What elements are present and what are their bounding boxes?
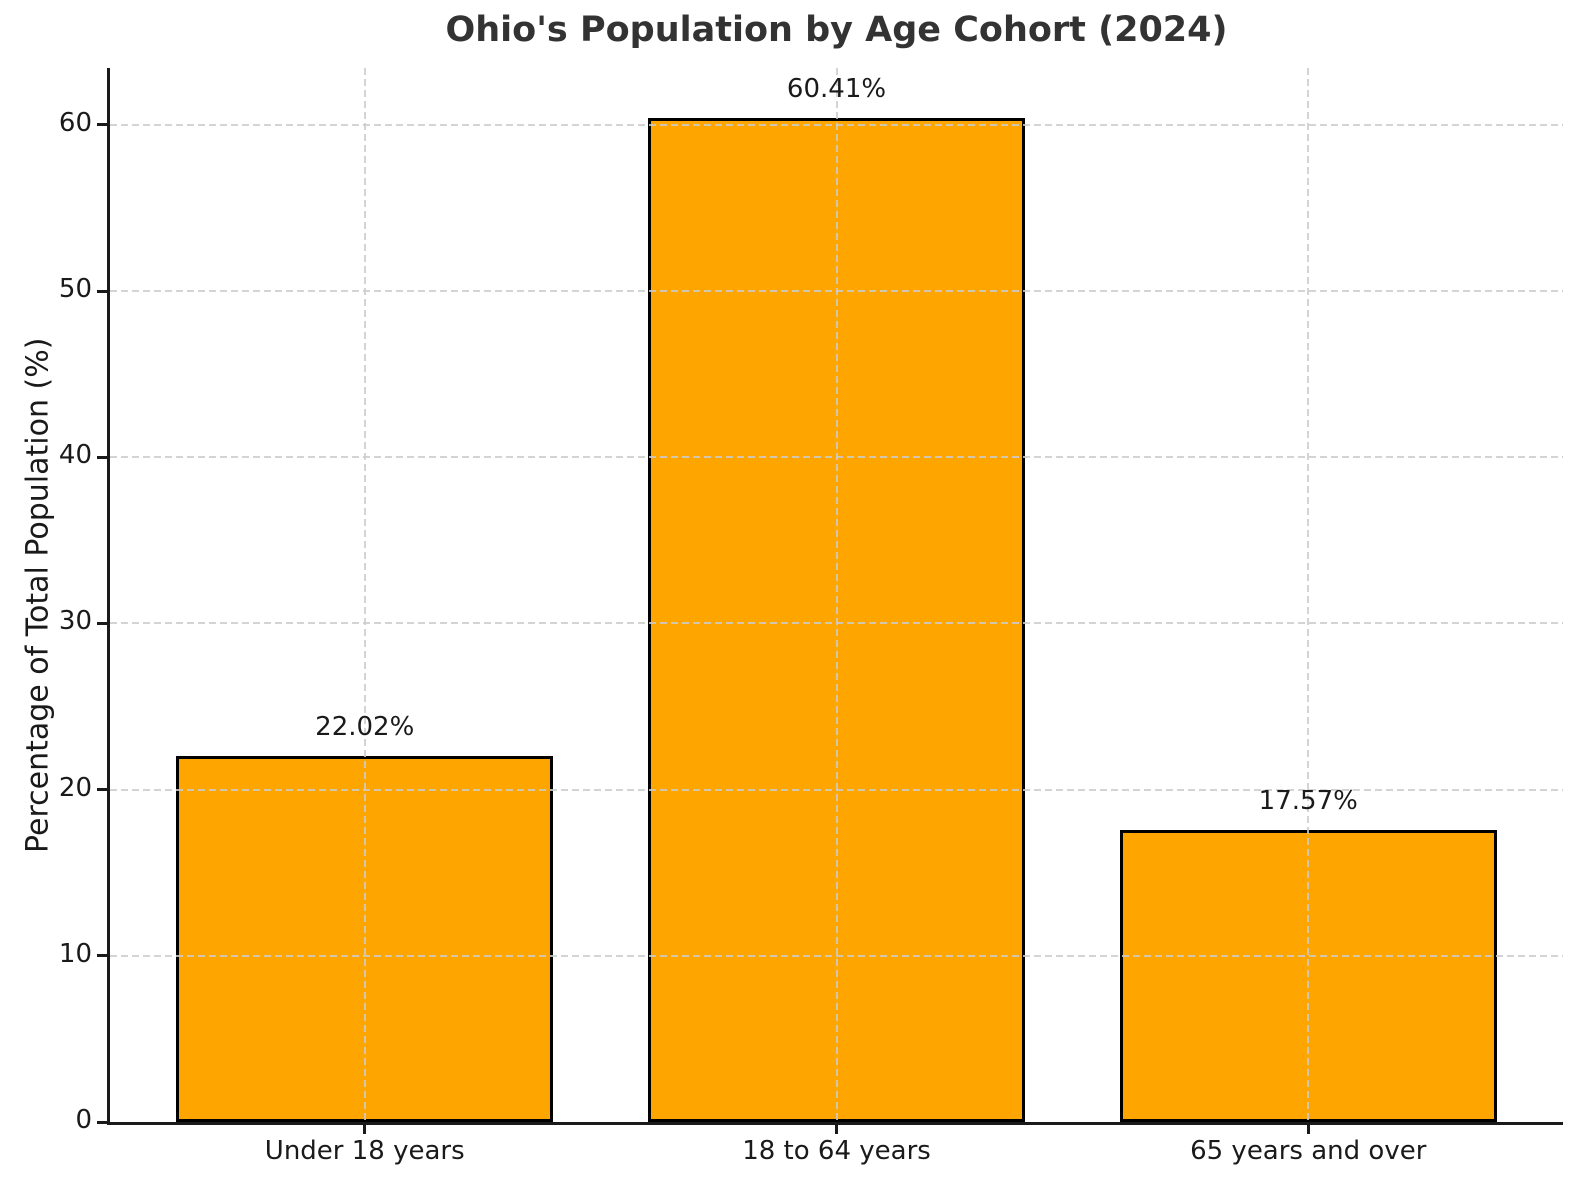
plot-area: 22.02% 60.41% 17.57% [107,68,1563,1125]
y-tick [97,954,107,958]
y-tick-label: 50 [58,274,92,305]
gridline-vertical [1307,68,1310,1122]
bar-value-label: 22.02% [315,712,415,743]
gridline-vertical [835,68,838,1122]
x-tick [363,1125,367,1134]
y-tick [97,788,107,792]
x-tick [1306,1125,1310,1134]
x-tick-label: 65 years and over [1190,1136,1427,1166]
x-tick-label: Under 18 years [264,1136,465,1166]
y-tick [97,1120,107,1124]
y-tick [97,621,107,625]
y-tick-label: 20 [58,772,92,803]
y-tick [97,289,107,293]
y-tick-label: 40 [58,440,92,471]
y-tick-label: 30 [58,606,92,637]
y-tick-label: 10 [58,938,92,969]
y-tick-label: 60 [58,107,92,138]
y-tick-label: 0 [75,1105,92,1135]
bar-value-label: 60.41% [786,74,887,105]
y-tick [97,455,107,459]
y-tick [97,123,107,127]
x-tick [835,1125,838,1134]
bar-value-label: 17.57% [1258,786,1358,817]
gridline-vertical [363,68,366,1122]
chart-title: Ohio's Population by Age Cohort (2024) [445,10,1228,50]
x-tick-label: 18 to 64 years [742,1136,931,1166]
